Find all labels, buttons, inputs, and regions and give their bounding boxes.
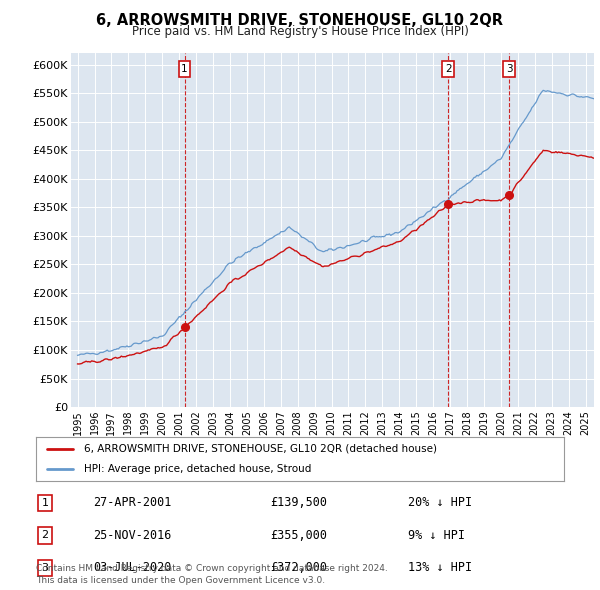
Text: 2: 2 [445,64,452,74]
Text: 20% ↓ HPI: 20% ↓ HPI [408,496,472,510]
Text: 6, ARROWSMITH DRIVE, STONEHOUSE, GL10 2QR: 6, ARROWSMITH DRIVE, STONEHOUSE, GL10 2Q… [97,13,503,28]
Text: 03-JUL-2020: 03-JUL-2020 [93,561,172,575]
Text: Price paid vs. HM Land Registry's House Price Index (HPI): Price paid vs. HM Land Registry's House … [131,25,469,38]
Text: 2: 2 [41,530,49,540]
Text: £355,000: £355,000 [270,529,327,542]
Text: 9% ↓ HPI: 9% ↓ HPI [408,529,465,542]
Text: 25-NOV-2016: 25-NOV-2016 [93,529,172,542]
Text: 1: 1 [41,498,49,508]
Text: 27-APR-2001: 27-APR-2001 [93,496,172,510]
Text: £139,500: £139,500 [270,496,327,510]
Text: 13% ↓ HPI: 13% ↓ HPI [408,561,472,575]
Text: HPI: Average price, detached house, Stroud: HPI: Average price, detached house, Stro… [83,464,311,474]
Text: 3: 3 [41,563,49,573]
Text: £372,000: £372,000 [270,561,327,575]
Text: 6, ARROWSMITH DRIVE, STONEHOUSE, GL10 2QR (detached house): 6, ARROWSMITH DRIVE, STONEHOUSE, GL10 2Q… [83,444,437,454]
Text: 3: 3 [506,64,512,74]
Text: 1: 1 [181,64,188,74]
Text: Contains HM Land Registry data © Crown copyright and database right 2024.
This d: Contains HM Land Registry data © Crown c… [36,565,388,585]
